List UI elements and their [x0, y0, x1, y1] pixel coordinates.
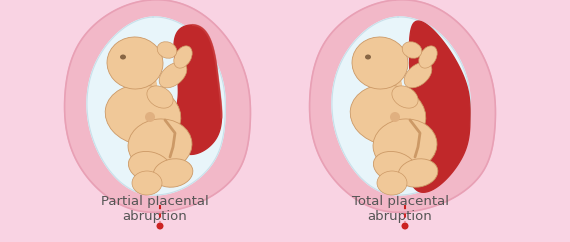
Ellipse shape [404, 62, 432, 88]
Ellipse shape [373, 151, 417, 182]
Ellipse shape [350, 85, 426, 145]
Ellipse shape [128, 119, 192, 171]
Ellipse shape [398, 159, 438, 187]
Ellipse shape [377, 171, 407, 195]
Ellipse shape [390, 112, 400, 122]
Ellipse shape [157, 42, 177, 58]
Ellipse shape [352, 37, 408, 89]
Polygon shape [310, 0, 495, 212]
Ellipse shape [392, 86, 418, 108]
Ellipse shape [365, 54, 371, 60]
Polygon shape [332, 17, 470, 195]
Polygon shape [64, 0, 250, 212]
Ellipse shape [402, 42, 422, 58]
Ellipse shape [147, 86, 173, 108]
Text: Partial placental
abruption: Partial placental abruption [101, 195, 209, 223]
Ellipse shape [373, 119, 437, 171]
Ellipse shape [378, 73, 402, 101]
Ellipse shape [105, 85, 181, 145]
Ellipse shape [133, 73, 157, 101]
Ellipse shape [120, 54, 126, 60]
Ellipse shape [132, 171, 162, 195]
Polygon shape [172, 25, 222, 154]
Ellipse shape [174, 46, 192, 68]
Ellipse shape [107, 37, 163, 89]
Circle shape [157, 222, 164, 229]
Circle shape [401, 222, 409, 229]
Polygon shape [87, 17, 225, 195]
Text: Total placental
abruption: Total placental abruption [352, 195, 449, 223]
Ellipse shape [145, 112, 155, 122]
Ellipse shape [128, 151, 172, 182]
Ellipse shape [153, 159, 193, 187]
Ellipse shape [419, 46, 437, 68]
Ellipse shape [159, 62, 187, 88]
Polygon shape [405, 21, 470, 192]
